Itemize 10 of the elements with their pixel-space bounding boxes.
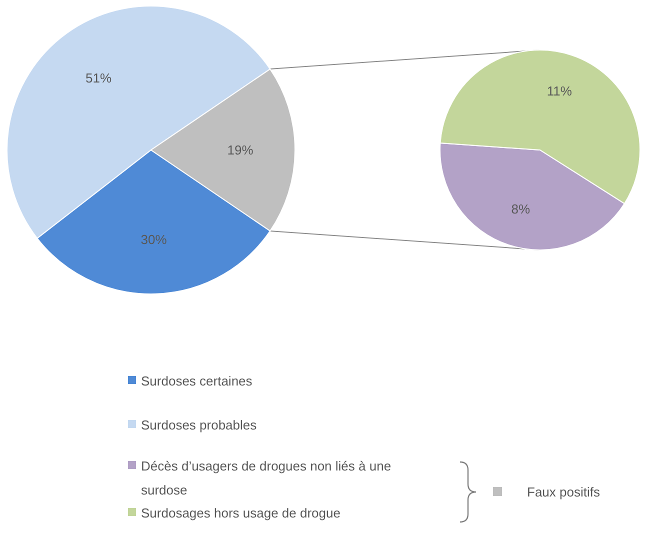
- data-label: 51%: [86, 70, 112, 86]
- legend-label: Décès d’usagers de drogues non liés à une surdose: [141, 458, 392, 498]
- legend-label: Surdoses probables: [141, 418, 258, 433]
- data-label: 30%: [140, 232, 168, 247]
- data-label: 11%: [546, 84, 572, 99]
- data-label: 8%: [511, 201, 530, 216]
- legend-label: Surdoses certaines: [141, 374, 253, 389]
- data-label: 19%: [227, 142, 254, 158]
- legend-label: Faux positifs: [527, 484, 600, 500]
- legend-label: Surdosages hors usage de drogue: [141, 506, 340, 521]
